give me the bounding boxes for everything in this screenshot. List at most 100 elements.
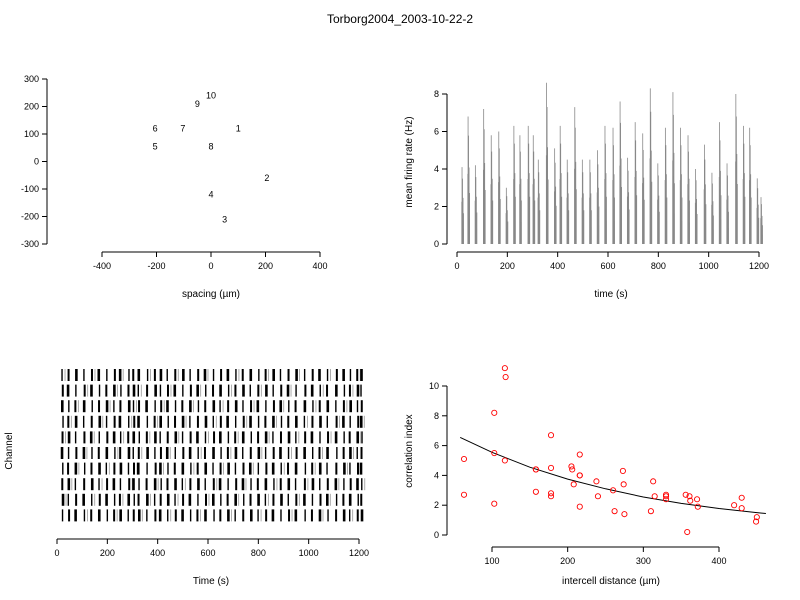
data-point xyxy=(687,497,694,504)
y-tick-label: -300 xyxy=(21,239,39,249)
fit-curve xyxy=(459,436,766,514)
data-point xyxy=(684,528,691,536)
y-axis-label: correlation index xyxy=(404,414,415,487)
electrode-label: 5 xyxy=(153,141,158,151)
data-point xyxy=(594,493,601,500)
data-point xyxy=(460,455,468,463)
data-point xyxy=(460,491,468,498)
x-axis-label: time (s) xyxy=(594,289,627,300)
data-point xyxy=(547,490,555,497)
data-point xyxy=(738,494,745,501)
x-tick-label: 600 xyxy=(200,548,215,558)
data-point xyxy=(619,467,626,474)
data-point xyxy=(547,464,555,472)
y-tick-label: 10 xyxy=(429,381,439,391)
x-tick-label: 400 xyxy=(150,548,165,558)
x-tick-label: -200 xyxy=(147,261,165,271)
data-point xyxy=(738,505,745,512)
x-tick-label: 200 xyxy=(560,556,575,566)
data-point xyxy=(662,496,670,503)
data-point xyxy=(694,503,701,510)
data-point xyxy=(491,500,498,507)
data-point xyxy=(501,457,508,464)
y-tick-label: 6 xyxy=(434,441,439,451)
y-tick-label: 6 xyxy=(434,127,439,137)
data-point xyxy=(502,374,509,381)
electrode-layout-panel: spacing (µm) -400 -200 0 200 400 -300 -200 -100… xyxy=(21,74,328,300)
x-tick-label: 1000 xyxy=(699,261,719,271)
x-tick-label: 200 xyxy=(100,548,115,558)
x-tick-label: 0 xyxy=(454,261,459,271)
data-point xyxy=(532,488,539,495)
y-tick-label: 0 xyxy=(34,157,39,167)
y-tick-label: 300 xyxy=(24,74,39,84)
x-tick-label: -400 xyxy=(93,261,111,271)
electrode-label: 8 xyxy=(208,141,213,151)
x-tick-label: 800 xyxy=(251,548,266,558)
data-point xyxy=(501,365,508,372)
y-tick-label: 0 xyxy=(434,239,439,249)
x-tick-label: 1200 xyxy=(749,261,769,271)
data-point xyxy=(731,502,738,509)
electrode-label: 1 xyxy=(236,124,241,134)
x-tick-label: 100 xyxy=(484,556,499,566)
x-axis-label: intercell distance (µm) xyxy=(562,576,660,587)
data-point xyxy=(621,511,628,518)
data-point xyxy=(682,491,689,498)
data-point xyxy=(650,478,657,485)
y-tick-label: 100 xyxy=(24,129,39,139)
electrode-label: 4 xyxy=(208,190,213,200)
data-point xyxy=(569,466,576,473)
electrode-label: 6 xyxy=(153,124,158,134)
x-axis-label: Time (s) xyxy=(193,576,229,587)
data-point xyxy=(651,493,658,500)
electrode-label: 7 xyxy=(180,124,185,134)
data-point xyxy=(662,493,670,500)
x-tick-label: 200 xyxy=(258,261,273,271)
y-tick-label: 8 xyxy=(434,411,439,421)
correlation-index-panel: intercell distance (µm) correlation inde… xyxy=(404,365,766,587)
figure-title: Torborg2004_2003-10-22-2 xyxy=(327,12,473,26)
y-tick-label: 8 xyxy=(434,89,439,99)
data-point xyxy=(753,518,760,525)
y-axis-label: mean firing rate (Hz) xyxy=(404,116,415,207)
electrode-label: 10 xyxy=(206,91,216,101)
x-tick-label: 1200 xyxy=(349,548,369,558)
y-tick-label: 0 xyxy=(434,530,439,540)
electrode-label: 3 xyxy=(222,214,227,224)
x-tick-label: 200 xyxy=(500,261,515,271)
x-tick-label: 600 xyxy=(600,261,615,271)
data-point xyxy=(593,478,600,485)
spike-raster-panel: Time (s) Channel 0 200 400 600 800 1000 1200 xyxy=(4,369,369,587)
data-point xyxy=(532,466,539,473)
x-tick-label: 800 xyxy=(651,261,666,271)
y-tick-label: -200 xyxy=(21,212,39,222)
x-tick-label: 400 xyxy=(711,556,726,566)
x-tick-label: 400 xyxy=(550,261,565,271)
data-point xyxy=(576,451,583,458)
data-point xyxy=(547,432,555,439)
data-point xyxy=(694,496,701,503)
y-tick-label: 2 xyxy=(434,202,439,212)
y-tick-label: -100 xyxy=(21,184,39,194)
y-axis-label: Channel xyxy=(4,432,15,469)
electrode-label: 9 xyxy=(195,99,200,109)
data-point xyxy=(491,449,498,457)
y-tick-label: 2 xyxy=(434,500,439,510)
x-axis-label: spacing (µm) xyxy=(182,289,240,300)
data-point xyxy=(686,493,693,500)
x-tick-label: 0 xyxy=(54,548,59,558)
x-tick-label: 0 xyxy=(208,261,213,271)
data-point xyxy=(611,508,618,515)
data-point xyxy=(547,493,555,500)
x-tick-label: 400 xyxy=(312,261,327,271)
data-point xyxy=(576,503,583,510)
x-tick-label: 300 xyxy=(636,556,651,566)
data-point xyxy=(620,481,627,488)
y-tick-label: 200 xyxy=(24,102,39,112)
data-point xyxy=(491,409,498,416)
electrode-label: 2 xyxy=(264,173,269,183)
data-point xyxy=(570,481,577,488)
y-tick-label: 4 xyxy=(434,164,439,174)
